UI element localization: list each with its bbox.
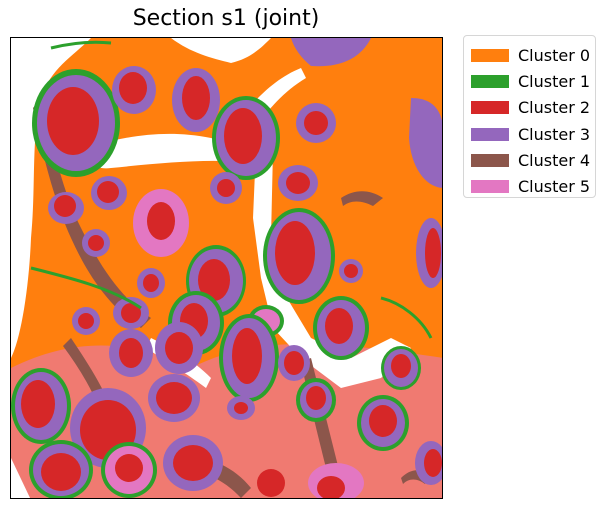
legend-swatch [471, 153, 509, 167]
nodules [11, 66, 442, 498]
legend-label: Cluster 1 [518, 71, 591, 91]
legend-item: Cluster 4 [471, 147, 595, 173]
legend-item: Cluster 2 [471, 95, 595, 121]
legend-item: Cluster 1 [471, 68, 595, 94]
legend-swatch [471, 74, 509, 88]
legend-label: Cluster 4 [518, 150, 591, 170]
legend-item: Cluster 3 [471, 121, 595, 147]
legend: Cluster 0 Cluster 1 Cluster 2 Cluster 3 … [463, 35, 596, 198]
legend-swatch [471, 180, 509, 194]
legend-label: Cluster 2 [518, 98, 591, 118]
legend-item: Cluster 0 [471, 42, 595, 68]
legend-swatch [471, 48, 509, 62]
plot-title: Section s1 (joint) [132, 6, 320, 31]
legend-item: Cluster 5 [471, 173, 595, 199]
cluster-map-image [11, 38, 442, 498]
legend-label: Cluster 0 [518, 45, 591, 65]
cluster-map [10, 37, 443, 499]
legend-swatch [471, 101, 509, 115]
legend-label: Cluster 5 [518, 177, 591, 197]
legend-label: Cluster 3 [518, 124, 591, 144]
legend-swatch [471, 127, 509, 141]
